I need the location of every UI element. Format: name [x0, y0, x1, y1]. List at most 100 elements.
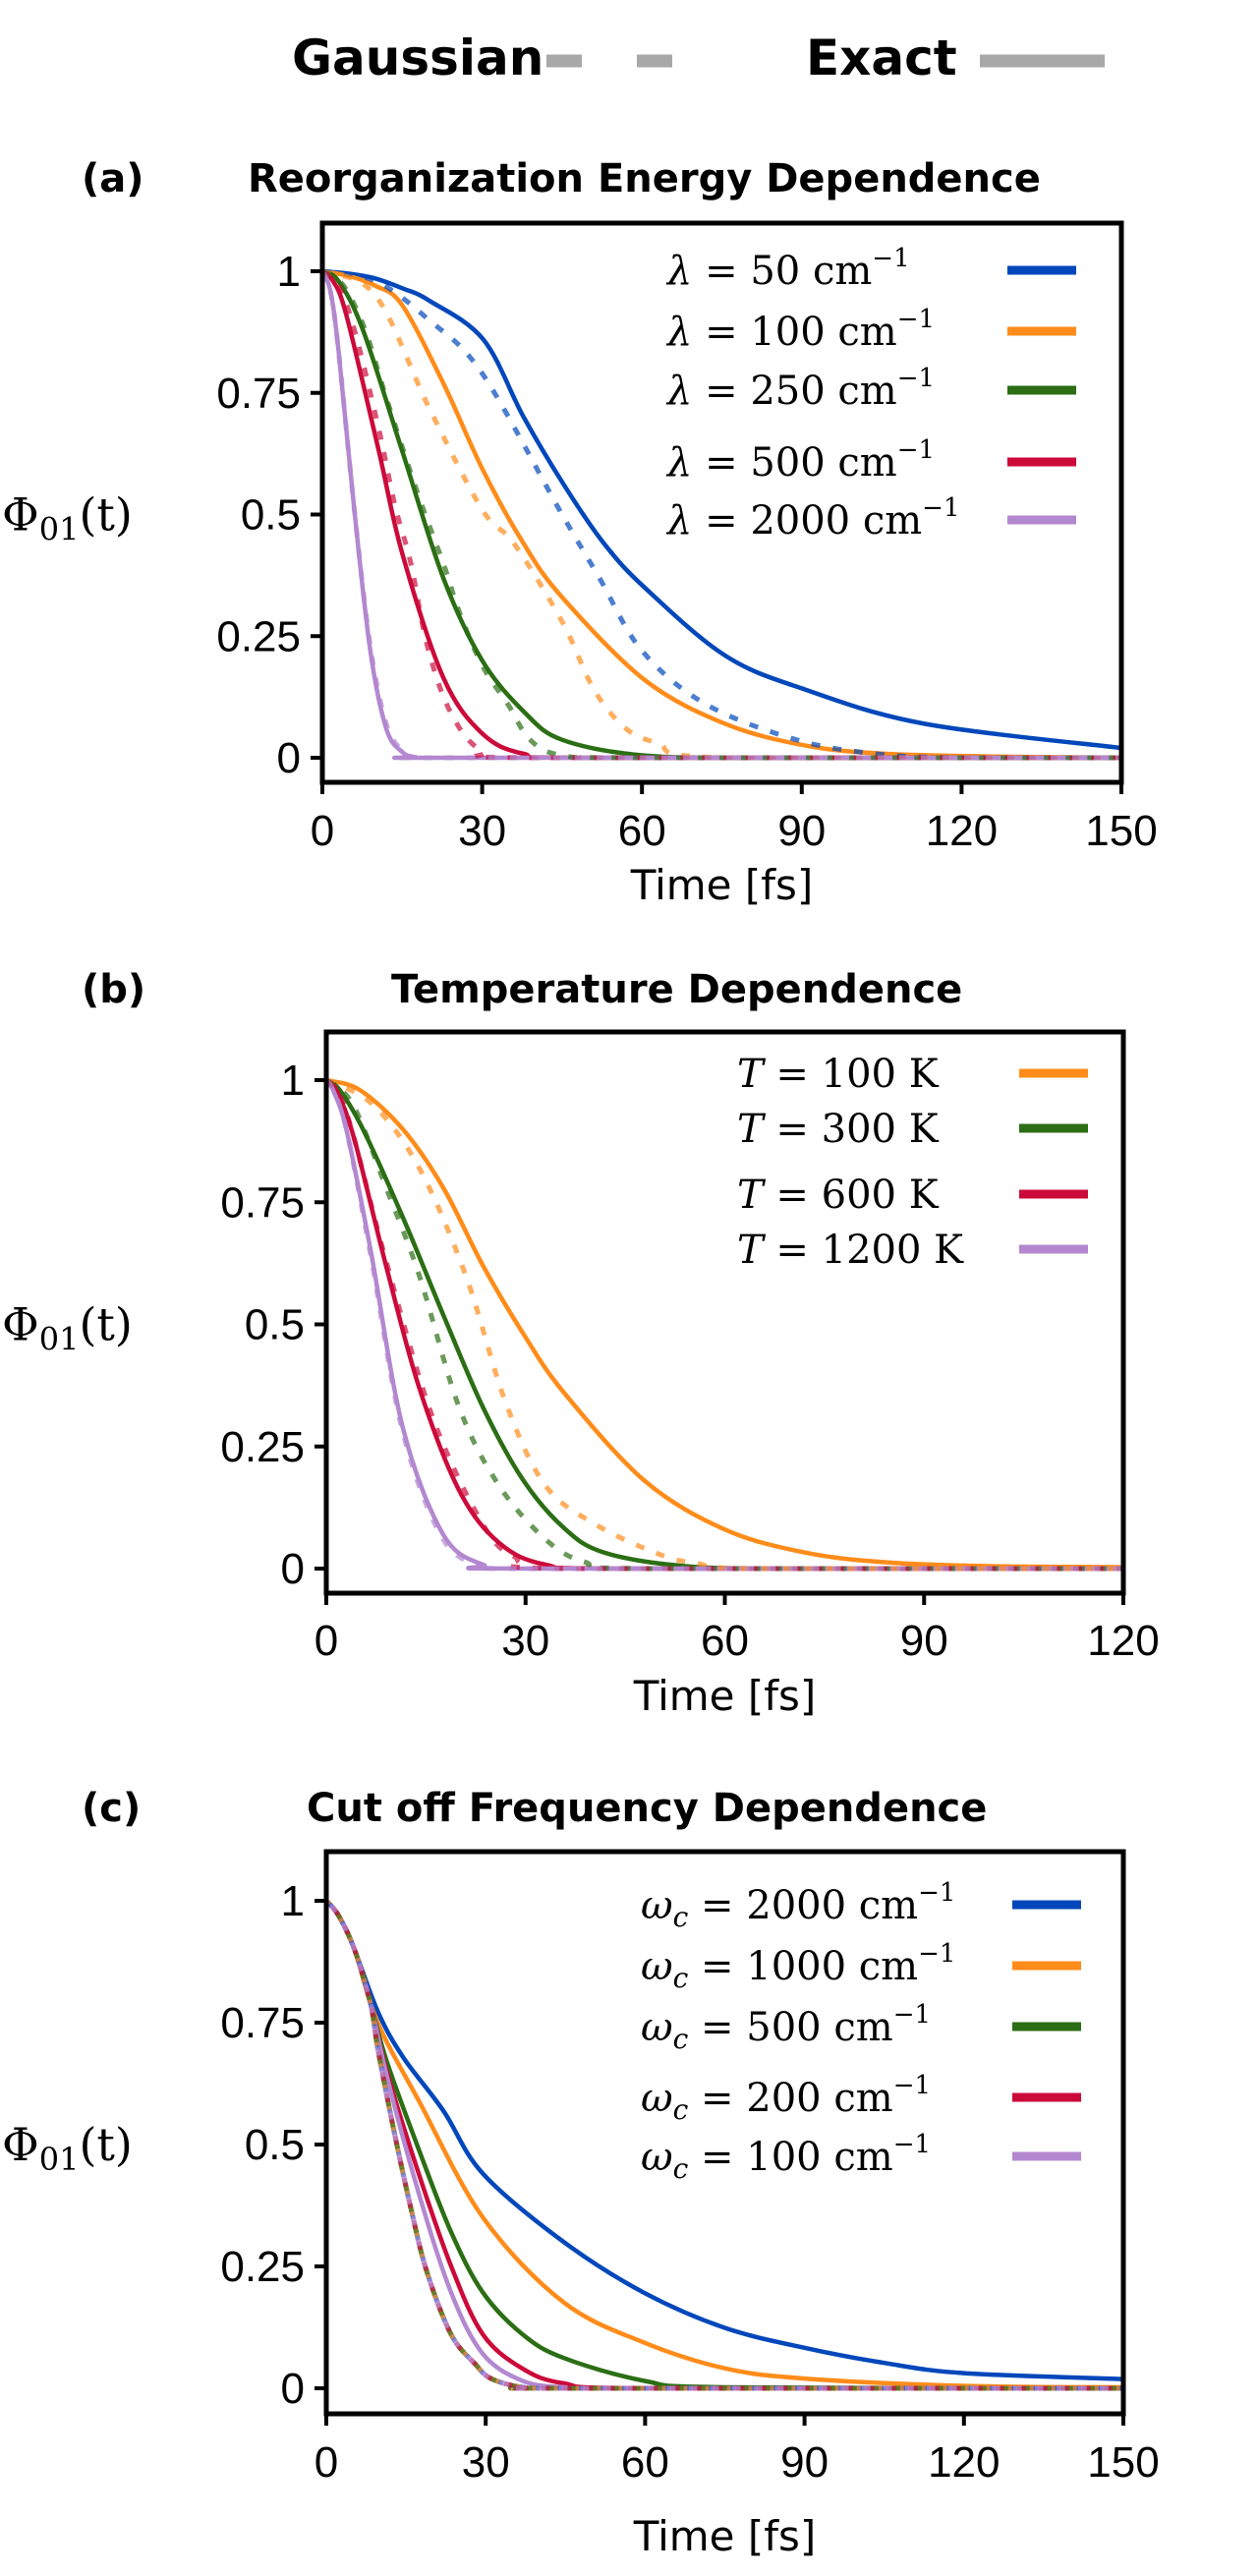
panel-a: (a) Reorganization Energy Dependence 0 0.25…: [2, 156, 1158, 909]
exact-line-0: [326, 1077, 1123, 1570]
legend-symbol-subscript: c: [673, 2023, 689, 2055]
legend-label-1: T = 300 K: [737, 1107, 940, 1152]
axes-frame: [319, 220, 1124, 785]
legend-unit: cm: [833, 2135, 892, 2180]
x-axis-label: Time [fs]: [633, 2512, 817, 2560]
legend-equals: =: [764, 1173, 822, 1218]
legend-value: 50: [750, 249, 800, 294]
legend-space: [846, 1944, 859, 1989]
legend-unit: K: [909, 1107, 940, 1152]
legend-gaussian-label: Gaussian: [292, 29, 543, 86]
legend-value: 300: [822, 1107, 896, 1152]
legend-space: [921, 1228, 934, 1273]
y-tick-label: 0.25: [220, 2243, 305, 2291]
y-label-subscript: 01: [39, 2141, 80, 2178]
legend-unit-superscript: −1: [893, 2000, 931, 2030]
legend-symbol-subscript: c: [673, 2093, 689, 2126]
legend-equals: =: [764, 1107, 822, 1152]
panel-c: (c) Cut off Frequency Dependence 0 0.25 0.5 0…: [2, 1786, 1160, 2560]
legend-label-2: λ = 250 cm−1: [665, 364, 935, 414]
legend-label-1: λ = 100 cm−1: [665, 305, 935, 355]
legend-symbol: ω: [641, 2135, 673, 2180]
legend-label-3: T = 1200 K: [737, 1228, 964, 1273]
x-tick-label: 150: [1085, 807, 1157, 855]
legend-equals: =: [688, 2005, 746, 2050]
axes-frame: [323, 1849, 1126, 2417]
y-tick-label: 1: [281, 1057, 305, 1105]
legend-space: [896, 1052, 909, 1097]
legend-space: [826, 310, 838, 355]
y-axis-label: Φ01(t): [2, 2118, 133, 2178]
legend-space: [822, 2135, 834, 2180]
legend-symbol: T: [737, 1228, 767, 1273]
legend-space: [822, 2005, 834, 2050]
y-tick-label: 0.75: [216, 370, 301, 418]
legend-symbol: ω: [641, 2005, 673, 2050]
legend-space: [822, 2076, 834, 2121]
chart-title: Cut off Frequency Dependence: [307, 1786, 987, 1831]
chart-title: Reorganization Energy Dependence: [248, 156, 1041, 201]
x-tick-label: 30: [501, 1617, 549, 1665]
legend-symbol: ω: [641, 2076, 673, 2121]
legend-unit-superscript: −1: [918, 1939, 955, 1969]
y-tick-label: 0: [281, 2365, 305, 2413]
legend-equals: =: [688, 1883, 746, 1928]
legend-label-2: T = 600 K: [737, 1173, 940, 1218]
legend-equals: =: [688, 2076, 746, 2121]
legend-symbol-subscript: c: [673, 1962, 689, 1994]
legend-unit: cm: [833, 2076, 892, 2121]
legend-value: 200: [746, 2076, 821, 2121]
plot-lines: [322, 268, 1121, 761]
legend-symbol: ω: [641, 1883, 673, 1928]
x-tick-label: 30: [458, 807, 506, 855]
legend-label-2: ωc = 500 cm−1: [641, 2000, 931, 2055]
y-tick-label: 0.75: [220, 1178, 305, 1227]
legend-equals: =: [692, 310, 750, 355]
plot-lines: [326, 1899, 1123, 2391]
legend: T = 100 KT = 300 KT = 600 KT = 1200 K: [737, 1052, 1088, 1273]
legend-unit: K: [909, 1173, 940, 1218]
plot-lines: [326, 1077, 1123, 1572]
legend-unit-superscript: −1: [897, 435, 935, 465]
x-tick-label: 30: [462, 2438, 510, 2487]
x-tick-label: 150: [1087, 2438, 1159, 2487]
panel-label: (a): [82, 156, 144, 201]
x-tick-label: 60: [618, 807, 666, 855]
y-axis-label: Φ01(t): [2, 1298, 133, 1358]
y-tick-label: 0: [281, 1545, 305, 1593]
legend-unit: cm: [833, 2005, 892, 2050]
legend-space: [826, 440, 838, 486]
legend-space: [896, 1173, 909, 1218]
legend-value: 1000: [746, 1944, 846, 1989]
x-tick-label: 0: [314, 1617, 338, 1665]
legend-unit-superscript: −1: [922, 493, 959, 523]
exact-line-3: [326, 1078, 1123, 1572]
y-tick-label: 1: [277, 248, 301, 296]
y-tick-label: 0.5: [245, 2121, 305, 2169]
legend-symbol: λ: [665, 369, 692, 414]
x-tick-label: 60: [621, 2438, 669, 2487]
legend-unit: cm: [837, 310, 896, 355]
y-tick-label: 0.25: [220, 1423, 305, 1471]
legend-label-1: ωc = 1000 cm−1: [641, 1939, 955, 1994]
x-tick-label: 0: [311, 807, 334, 855]
legend-value: 2000: [746, 1883, 846, 1928]
x-tick-label: 0: [314, 2438, 338, 2487]
legend-space: [846, 1883, 859, 1928]
gaussian-line-1: [326, 1899, 1123, 2391]
legend-equals: =: [688, 1944, 746, 1989]
legend-label-3: ωc = 200 cm−1: [641, 2071, 931, 2126]
legend-label-4: λ = 2000 cm−1: [665, 493, 960, 544]
y-tick-label: 1: [281, 1877, 305, 1925]
legend-unit: cm: [837, 440, 896, 486]
legend-equals: =: [692, 369, 750, 414]
axes-frame: [323, 1029, 1126, 1596]
legend-symbol-subscript: c: [673, 2152, 689, 2185]
y-label-arg: (t): [79, 1298, 132, 1351]
y-label-symbol: Φ: [2, 1298, 39, 1351]
legend-label-0: T = 100 K: [737, 1052, 940, 1097]
x-axis-label: Time [fs]: [633, 1672, 817, 1720]
legend-symbol: λ: [665, 498, 692, 544]
legend-value: 2000: [750, 498, 850, 544]
legend-symbol: λ: [665, 249, 692, 294]
